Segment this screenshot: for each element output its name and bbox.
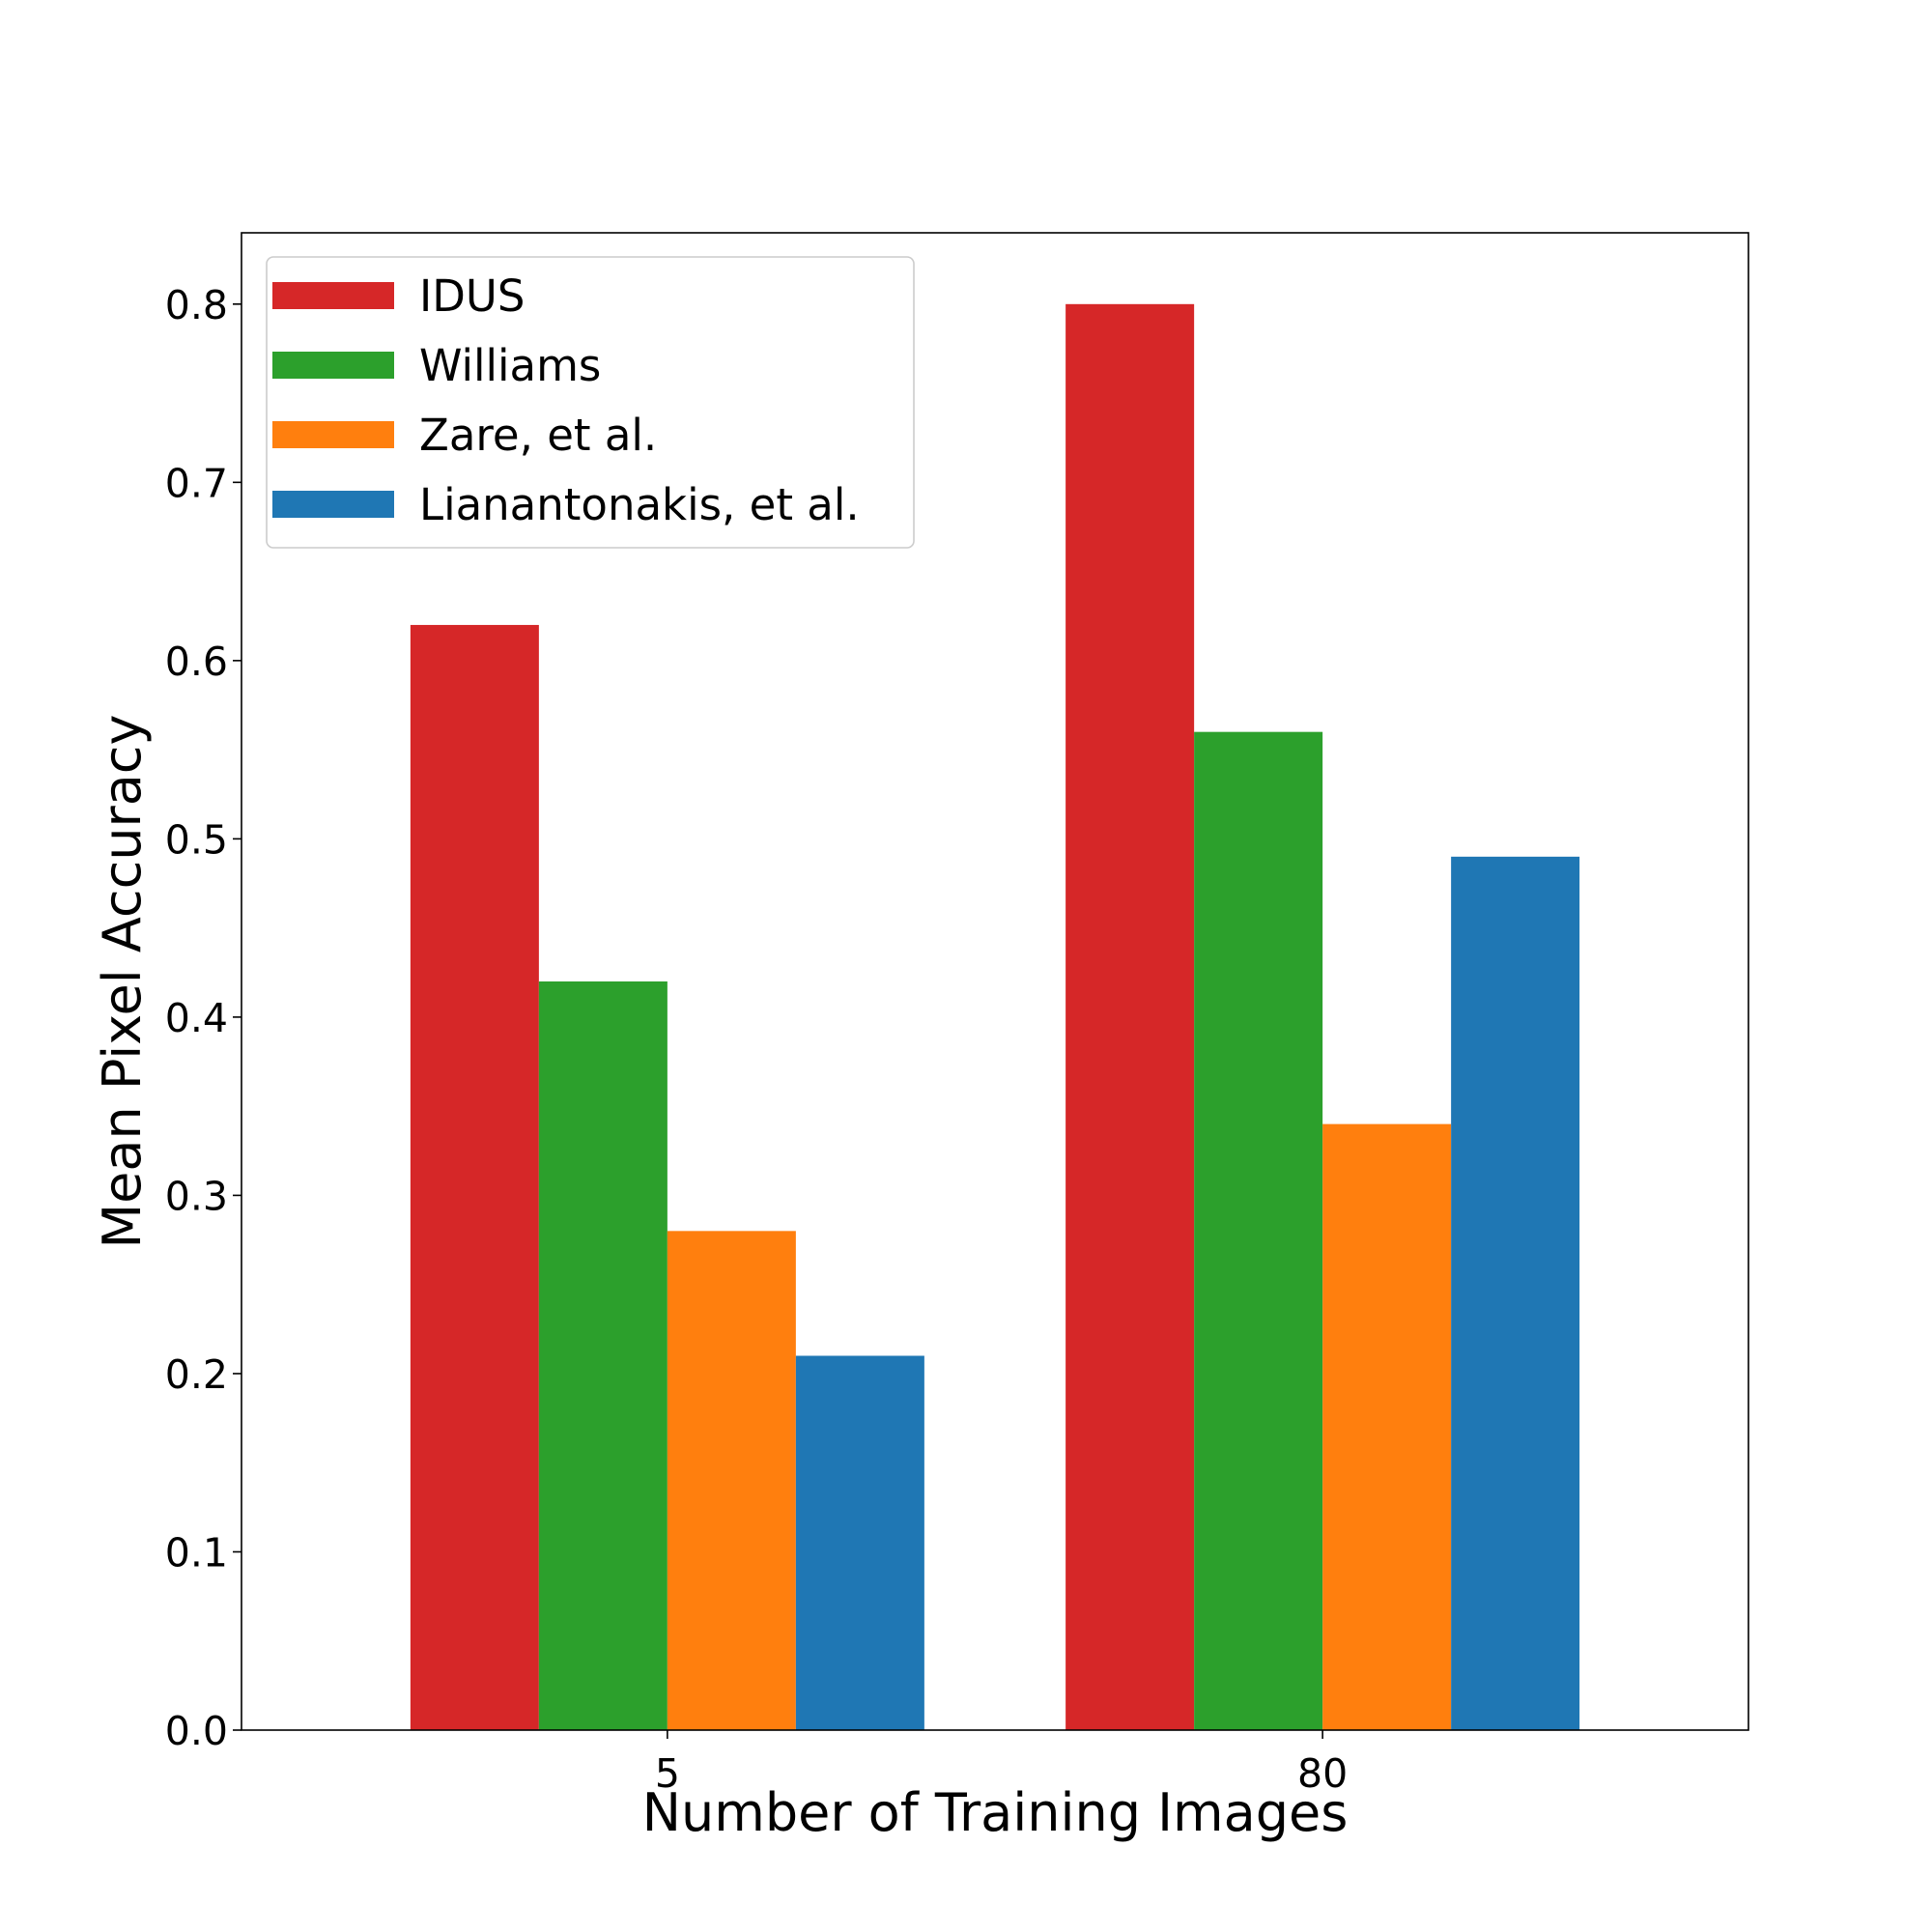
bar-zare-et-al-5 (667, 1231, 796, 1730)
plot-frame (241, 232, 1749, 1731)
x-tick-label: 80 (1297, 1750, 1348, 1797)
legend-swatch (272, 352, 394, 379)
y-tick-label: 0.7 (165, 460, 228, 506)
y-axis-title: Mean Pixel Accuracy (92, 715, 153, 1249)
bar-idus-5 (410, 624, 539, 1730)
legend-swatch (272, 421, 394, 448)
legend-swatch (272, 491, 394, 518)
y-tick-label: 0.2 (165, 1351, 228, 1398)
legend-label: IDUS (419, 270, 525, 322)
y-axis: 0.0 0.1 0.2 0.3 0.4 0.5 0.6 0.7 0.8 (165, 282, 242, 1754)
y-tick-label: 0.3 (165, 1173, 228, 1219)
bar-williams-80 (1194, 731, 1323, 1730)
bar-idus-80 (1065, 303, 1195, 1730)
bar-lianantonakis-et-al-80 (1451, 856, 1580, 1730)
legend-label: Lianantonakis, et al. (419, 479, 860, 530)
bar-lianantonakis-et-al-5 (795, 1355, 924, 1730)
bar-williams-5 (538, 981, 668, 1730)
x-tick-label: 5 (655, 1750, 680, 1797)
y-tick-label: 0.5 (165, 816, 228, 863)
legend-label: Williams (419, 340, 601, 391)
x-axis-title: Number of Training Images (642, 1782, 1349, 1843)
bars-layer (410, 303, 1580, 1730)
legend-label: Zare, et al. (419, 410, 657, 461)
y-tick-label: 0.6 (165, 639, 228, 685)
y-tick-label: 0.0 (165, 1708, 228, 1754)
bar-zare-et-al-80 (1322, 1123, 1452, 1730)
legend: IDUS Williams Zare, et al. Lianantonakis, e… (266, 256, 915, 549)
x-axis: 5 80 (655, 1730, 1348, 1797)
y-tick-label: 0.8 (165, 282, 228, 328)
y-tick-label: 0.1 (165, 1529, 228, 1576)
y-tick-label: 0.4 (165, 995, 228, 1041)
legend-swatch (272, 282, 394, 309)
legend-box (266, 256, 915, 549)
